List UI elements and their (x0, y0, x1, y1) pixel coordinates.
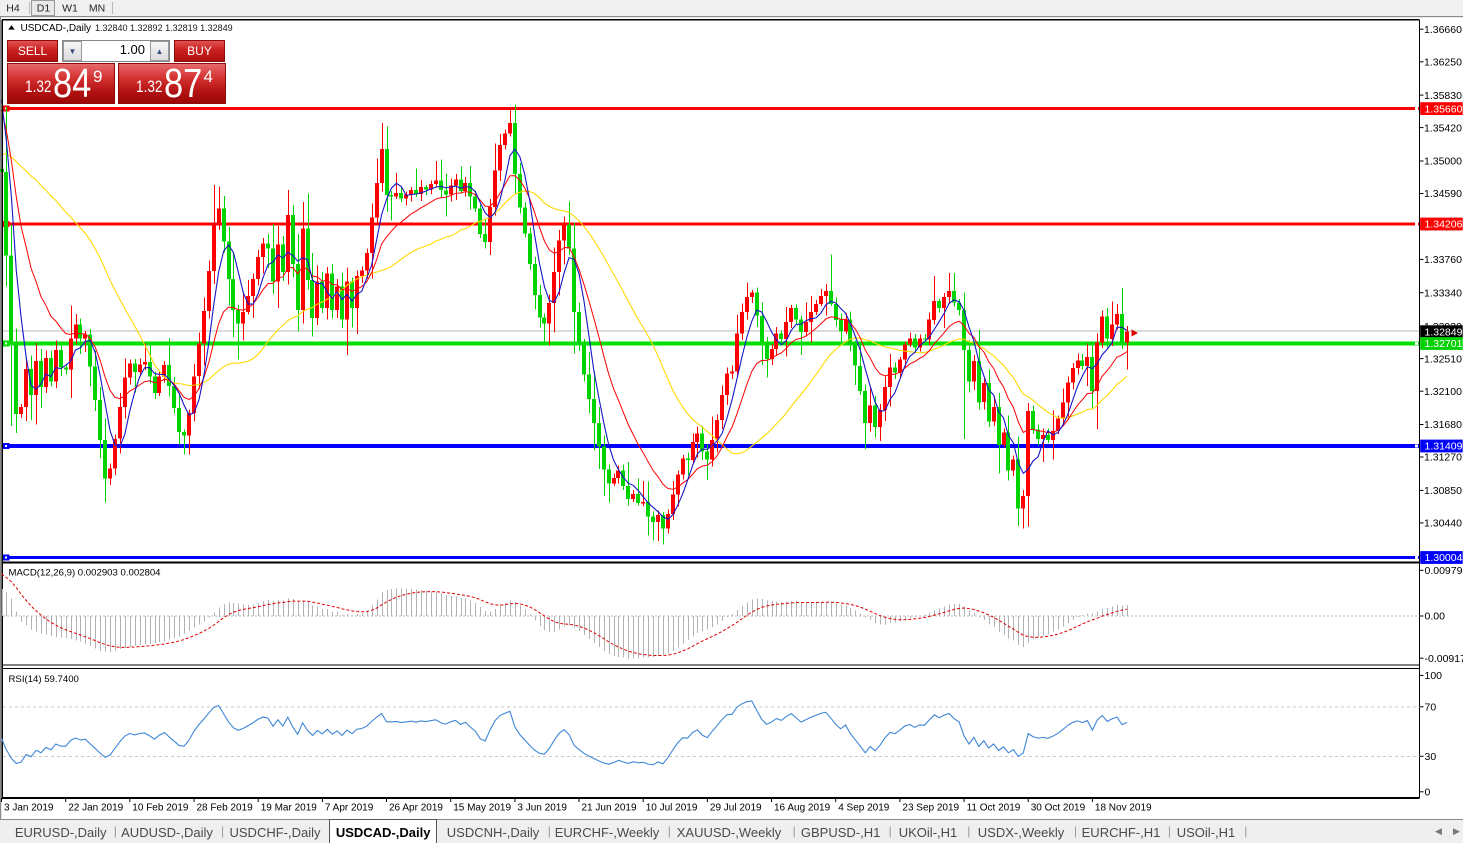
svg-text:26 Apr 2019: 26 Apr 2019 (389, 803, 443, 814)
svg-text:100: 100 (1425, 670, 1443, 682)
svg-text:30: 30 (1425, 751, 1437, 763)
svg-text:1.35420: 1.35420 (1424, 122, 1462, 134)
svg-text:-0.009178: -0.009178 (1425, 653, 1463, 665)
svg-text:16 Aug 2019: 16 Aug 2019 (774, 803, 831, 814)
svg-text:0: 0 (1425, 787, 1431, 799)
svg-text:RSI(14) 59.7400: RSI(14) 59.7400 (9, 674, 79, 685)
svg-text:1.31680: 1.31680 (1424, 419, 1462, 431)
svg-text:1.36250: 1.36250 (1424, 57, 1462, 69)
svg-text:3 Jan 2019: 3 Jan 2019 (4, 803, 54, 814)
svg-text:10 Feb 2019: 10 Feb 2019 (132, 803, 189, 814)
svg-text:1.32701: 1.32701 (1425, 338, 1463, 350)
svg-text:29 Jul 2019: 29 Jul 2019 (710, 803, 762, 814)
svg-text:1.31270: 1.31270 (1424, 452, 1462, 464)
svg-text:15 May 2019: 15 May 2019 (453, 803, 511, 814)
svg-text:70: 70 (1425, 702, 1437, 714)
svg-text:MACD(12,26,9) 0.002903 0.00280: MACD(12,26,9) 0.002903 0.002804 (9, 568, 162, 579)
svg-text:1.35830: 1.35830 (1424, 90, 1462, 102)
svg-text:1.33340: 1.33340 (1424, 287, 1462, 299)
svg-text:USDCAD-,Daily: USDCAD-,Daily (21, 23, 92, 34)
svg-text:10 Jul 2019: 10 Jul 2019 (646, 803, 698, 814)
svg-text:3 Jun 2019: 3 Jun 2019 (517, 803, 567, 814)
svg-text:0.00: 0.00 (1425, 611, 1446, 623)
svg-text:1.36660: 1.36660 (1424, 24, 1462, 36)
svg-text:D1: D1 (37, 3, 51, 15)
svg-text:1.32100: 1.32100 (1424, 386, 1462, 398)
svg-text:1.32510: 1.32510 (1424, 353, 1462, 365)
svg-text:1.31409: 1.31409 (1425, 441, 1463, 453)
svg-text:1.30004: 1.30004 (1425, 552, 1463, 564)
svg-text:7 Apr 2019: 7 Apr 2019 (325, 803, 374, 814)
svg-text:0.009795: 0.009795 (1425, 565, 1463, 577)
svg-text:1.33760: 1.33760 (1424, 254, 1462, 266)
svg-text:18 Nov 2019: 18 Nov 2019 (1095, 803, 1152, 814)
svg-text:30 Oct 2019: 30 Oct 2019 (1031, 803, 1086, 814)
svg-text:23 Sep 2019: 23 Sep 2019 (902, 803, 959, 814)
svg-text:21 Jun 2019: 21 Jun 2019 (582, 803, 637, 814)
svg-text:22 Jan 2019: 22 Jan 2019 (68, 803, 123, 814)
svg-text:W1: W1 (62, 3, 78, 15)
svg-text:H4: H4 (6, 3, 20, 15)
svg-text:1.34590: 1.34590 (1424, 188, 1462, 200)
svg-text:4 Sep 2019: 4 Sep 2019 (838, 803, 890, 814)
svg-text:1.30440: 1.30440 (1424, 518, 1462, 530)
svg-text:1.35660: 1.35660 (1425, 103, 1463, 115)
svg-text:1.34206: 1.34206 (1425, 219, 1463, 231)
svg-text:1.35000: 1.35000 (1424, 156, 1462, 168)
svg-text:1.32849: 1.32849 (1425, 326, 1463, 338)
svg-text:MN: MN (89, 3, 105, 15)
svg-text:1.30850: 1.30850 (1424, 485, 1462, 497)
svg-text:28 Feb 2019: 28 Feb 2019 (197, 803, 254, 814)
svg-text:19 Mar 2019: 19 Mar 2019 (261, 803, 318, 814)
svg-text:1.32840 1.32892 1.32819 1.3284: 1.32840 1.32892 1.32819 1.32849 (95, 23, 233, 33)
svg-text:11 Oct 2019: 11 Oct 2019 (967, 803, 1021, 814)
